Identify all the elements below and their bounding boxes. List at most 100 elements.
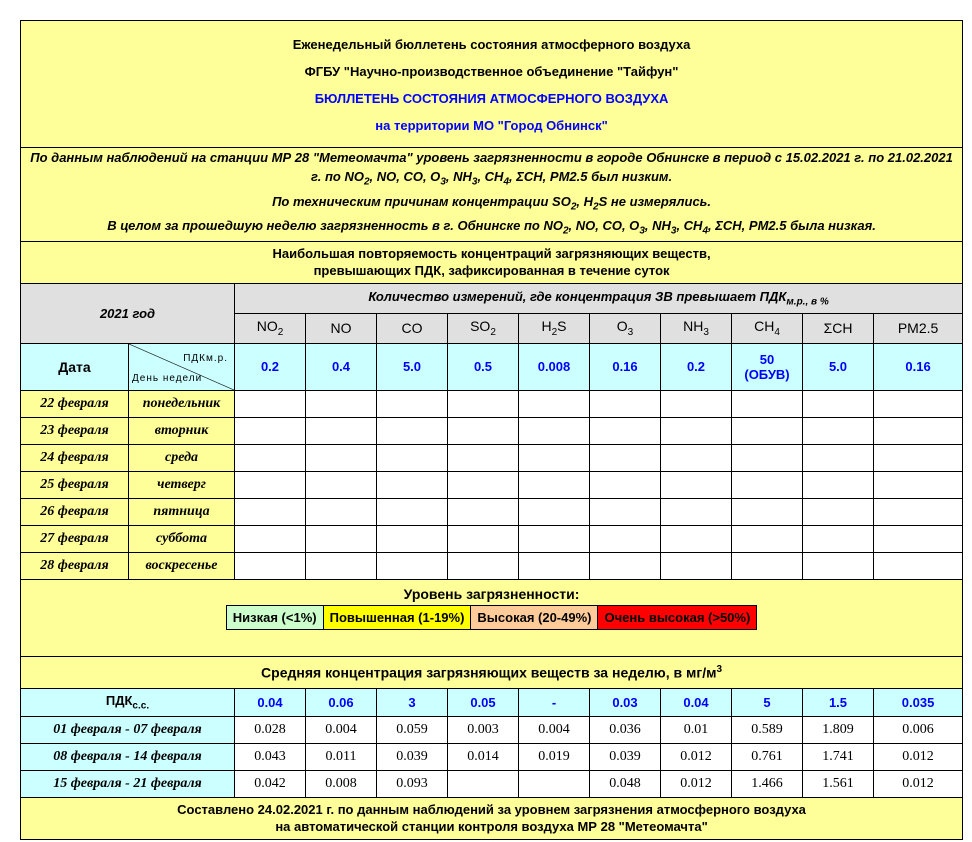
day-cell bbox=[447, 524, 519, 553]
measure-title-sub: м.р., в % bbox=[786, 296, 829, 308]
day-cell bbox=[376, 551, 448, 580]
day-cell bbox=[660, 470, 732, 499]
day-cell bbox=[872, 524, 964, 553]
day-weekday: воскресенье bbox=[128, 551, 235, 580]
pdk-ss-value: 0.04 bbox=[234, 687, 306, 717]
summary-p1: По данным наблюдений на станции МР 28 "М… bbox=[25, 148, 958, 192]
day-weekday: суббота bbox=[128, 524, 235, 553]
day-cell bbox=[234, 416, 306, 445]
legend-title: Уровень загрязненности: bbox=[403, 585, 580, 602]
day-cell bbox=[376, 416, 448, 445]
text-segment: , NO, CO, O bbox=[568, 218, 640, 234]
day-cell bbox=[518, 443, 590, 472]
day-cell bbox=[589, 443, 661, 472]
avg-value: 0.042 bbox=[234, 769, 306, 798]
text-segment: , ΣCH, PM2.5 была низкая. bbox=[708, 218, 876, 234]
pollutant-header: NO2 bbox=[234, 312, 306, 344]
text-segment: По техническим причинам концентрации SO bbox=[272, 193, 571, 209]
day-cell bbox=[872, 416, 964, 445]
day-cell bbox=[234, 497, 306, 526]
pollutant-header: CH4 bbox=[731, 312, 803, 344]
day-cell bbox=[234, 524, 306, 553]
avg-value: 0.012 bbox=[872, 769, 964, 798]
summary: По данным наблюдений на станции МР 28 "М… bbox=[19, 147, 964, 242]
pollutant-sub: 3 bbox=[627, 327, 634, 339]
avg-value: 0.004 bbox=[305, 715, 377, 744]
diag-top-label: ПДКм.р. bbox=[183, 352, 228, 364]
day-date: 24 февраля bbox=[20, 443, 129, 472]
pollutant-base: NO bbox=[256, 318, 278, 335]
day-cell bbox=[589, 416, 661, 445]
pdk-ss-value: 0.05 bbox=[447, 687, 519, 717]
day-cell bbox=[872, 551, 964, 580]
pdk-mr-value: 5.0 bbox=[376, 342, 448, 391]
day-cell bbox=[731, 389, 803, 418]
day-row: 23 февраля вторник bbox=[20, 416, 964, 445]
pollutant-sub: 4 bbox=[774, 327, 780, 339]
pdk-mr-value: 0.2 bbox=[234, 342, 306, 391]
pollutant-header: ΣCH bbox=[802, 312, 874, 344]
day-cell bbox=[447, 443, 519, 472]
day-weekday: среда bbox=[128, 443, 235, 472]
pdk-ss-value: - bbox=[518, 687, 590, 717]
day-cell bbox=[447, 551, 519, 580]
section2-title: Средняя концентрация загрязняющих вещест… bbox=[19, 655, 964, 689]
avg-period: 01 февраля - 07 февраля bbox=[20, 715, 235, 744]
pollutant-sub: 2 bbox=[277, 327, 284, 339]
pdk-mr-value: 0.5 bbox=[447, 342, 519, 391]
avg-value: 0.012 bbox=[660, 742, 732, 771]
pollutant-tail: S bbox=[557, 318, 567, 335]
footer-line1: Составлено 24.02.2021 г. по данным наблю… bbox=[177, 802, 806, 818]
avg-value: 0.048 bbox=[589, 769, 661, 798]
legend-items: Низкая (<1%) Повышенная (1-19%) Высокая (2… bbox=[225, 604, 758, 630]
header-line3: БЮЛЛЕТЕНЬ СОСТОЯНИЯ АТМОСФЕРНОГО ВОЗДУХА bbox=[314, 91, 669, 106]
day-cell bbox=[305, 443, 377, 472]
day-cell bbox=[660, 551, 732, 580]
pollutant-base: CH bbox=[754, 318, 775, 335]
day-cell bbox=[731, 497, 803, 526]
day-cell bbox=[518, 416, 590, 445]
footer-line2: на автоматической станции контроля возду… bbox=[275, 819, 708, 835]
avg-period: 08 февраля - 14 февраля bbox=[20, 742, 235, 771]
avg-row: 01 февраля - 07 февраля 0.028 0.004 0.059 0.… bbox=[20, 715, 964, 744]
pdk-mr-value: 0.16 bbox=[589, 342, 661, 391]
day-cell bbox=[660, 497, 732, 526]
year-label: 2021 год bbox=[20, 282, 235, 344]
diag-bottom-label: День недели bbox=[132, 372, 203, 384]
pdk-mr-value: 0.16 bbox=[872, 342, 964, 391]
day-cell bbox=[660, 416, 732, 445]
day-date: 23 февраля bbox=[20, 416, 129, 445]
day-cell bbox=[518, 389, 590, 418]
header: Еженедельный бюллетень состояния атмосфе… bbox=[19, 20, 964, 148]
day-cell bbox=[731, 551, 803, 580]
avg-value: 1.466 bbox=[731, 769, 803, 798]
day-row: 25 февраля четверг bbox=[20, 470, 964, 499]
day-cell bbox=[802, 389, 874, 418]
day-cell bbox=[234, 470, 306, 499]
avg-value bbox=[447, 769, 519, 798]
header-line2: ФГБУ "Научно-производственное объединени… bbox=[304, 64, 679, 79]
text-segment: , NH bbox=[445, 169, 472, 184]
section1-title: Наибольшая повторяемость концентраций за… bbox=[19, 240, 964, 284]
day-row: 26 февраля пятница bbox=[20, 497, 964, 526]
day-date: 28 февраля bbox=[20, 551, 129, 580]
text-segment: , CH bbox=[477, 169, 504, 184]
pollutant-header: PM2.5 bbox=[872, 312, 964, 344]
pollutant-base: ΣCH bbox=[823, 320, 853, 337]
subscript: 4 bbox=[702, 225, 708, 237]
day-cell bbox=[872, 389, 964, 418]
day-cell bbox=[518, 497, 590, 526]
legend-item: Высокая (20-49%) bbox=[471, 605, 599, 629]
subscript: 3 bbox=[670, 225, 677, 237]
avg-value: 0.003 bbox=[447, 715, 519, 744]
day-cell bbox=[660, 443, 732, 472]
day-cell bbox=[447, 497, 519, 526]
day-cell bbox=[376, 497, 448, 526]
bulletin-table: Еженедельный бюллетень состояния атмосфе… bbox=[19, 20, 964, 840]
subscript: 2 bbox=[562, 225, 569, 237]
day-cell bbox=[518, 524, 590, 553]
pollutant-sub: 3 bbox=[703, 327, 709, 339]
day-cell bbox=[731, 524, 803, 553]
day-cell bbox=[447, 470, 519, 499]
day-cell bbox=[589, 551, 661, 580]
